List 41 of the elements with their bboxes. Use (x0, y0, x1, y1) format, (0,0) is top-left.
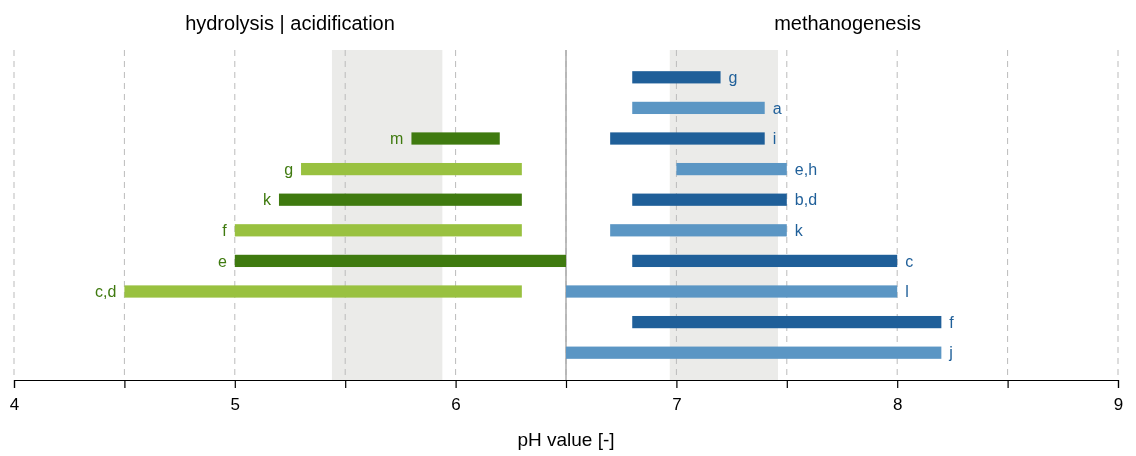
x-tick-label: 4 (9, 395, 20, 415)
x-tick-label: 8 (892, 395, 903, 415)
data-label: b,d (794, 191, 818, 209)
x-tick-label: 5 (230, 395, 241, 415)
bar (610, 132, 765, 145)
bar (278, 193, 522, 206)
x-tick-label: 9 (1113, 395, 1124, 415)
data-label: c,d (95, 283, 117, 301)
x-tick-label: 7 (672, 395, 682, 415)
bar (234, 254, 566, 268)
bar (632, 254, 898, 268)
data-label: e,h (794, 160, 818, 178)
bar (676, 162, 787, 176)
data-label: a (772, 99, 782, 117)
bar (632, 315, 942, 329)
data-label: f (222, 221, 228, 239)
data-label: f (949, 313, 955, 331)
data-label: g (284, 160, 294, 178)
data-label: c (905, 252, 914, 270)
text: hydrolysis | acidification (185, 12, 395, 34)
x-axis-title: pH value [-] (517, 429, 615, 450)
data-label: l (905, 283, 909, 301)
bar (632, 71, 721, 84)
data-label: g (728, 68, 738, 86)
bar (301, 162, 522, 176)
data-label: e (217, 252, 227, 270)
data-label: k (262, 191, 272, 209)
text: methanogenesis (774, 12, 921, 34)
data-label: j (948, 344, 953, 362)
bar (566, 346, 942, 359)
data-label: i (772, 130, 777, 148)
bar (124, 285, 522, 298)
bar (566, 285, 898, 298)
data-label: k (794, 221, 804, 239)
bar (632, 193, 787, 206)
bar (632, 101, 765, 115)
bar (411, 132, 500, 145)
data-label: m (390, 130, 404, 148)
bar (234, 224, 522, 237)
bar (610, 224, 787, 237)
x-tick-label: 6 (451, 395, 461, 415)
